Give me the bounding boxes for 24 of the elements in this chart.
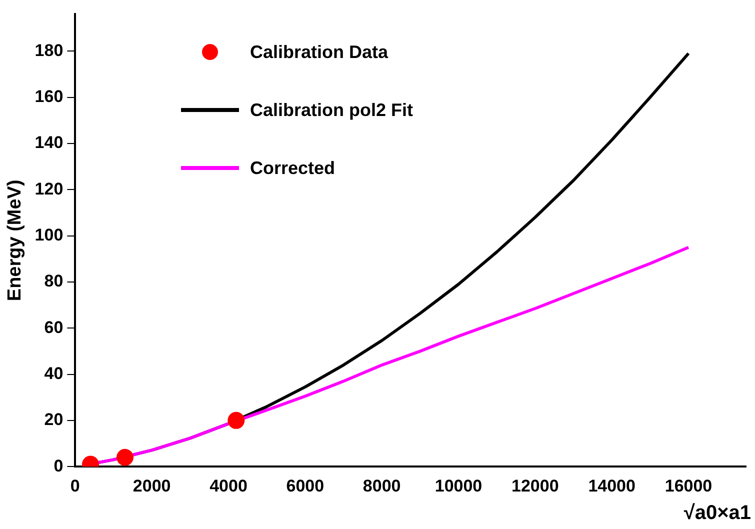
y-tick-label: 40 bbox=[44, 364, 64, 383]
y-axis-title: Energy (MeV) bbox=[4, 180, 26, 302]
x-tick-label: 16000 bbox=[664, 476, 712, 496]
y-tick-label: 20 bbox=[44, 410, 64, 430]
y-tick-label: 100 bbox=[34, 225, 64, 244]
y-tick-label: 0 bbox=[54, 456, 64, 476]
y-tick-label: 180 bbox=[34, 40, 64, 60]
y-tick-label: 120 bbox=[34, 179, 64, 198]
x-tick-label: 8000 bbox=[362, 476, 401, 496]
x-tick-label: 0 bbox=[70, 476, 80, 496]
x-tick-label: 4000 bbox=[210, 476, 248, 496]
y-tick-label: 60 bbox=[44, 318, 64, 337]
y-tick-label: 160 bbox=[34, 86, 64, 106]
legend-label: Calibration pol2 Fit bbox=[250, 100, 414, 120]
legend-label: Corrected bbox=[250, 158, 336, 178]
y-tick-label: 140 bbox=[34, 133, 64, 152]
x-tick-label: 6000 bbox=[286, 476, 324, 496]
x-axis-title: √a0×a1 bbox=[684, 502, 751, 525]
x-tick-label: 2000 bbox=[132, 476, 171, 496]
x-tick-label: 12000 bbox=[512, 476, 559, 496]
x-tick-label: 14000 bbox=[588, 476, 636, 496]
y-tick-label: 80 bbox=[44, 272, 64, 291]
legend-label: Calibration Data bbox=[250, 42, 388, 62]
x-tick-label: 10000 bbox=[434, 476, 482, 496]
